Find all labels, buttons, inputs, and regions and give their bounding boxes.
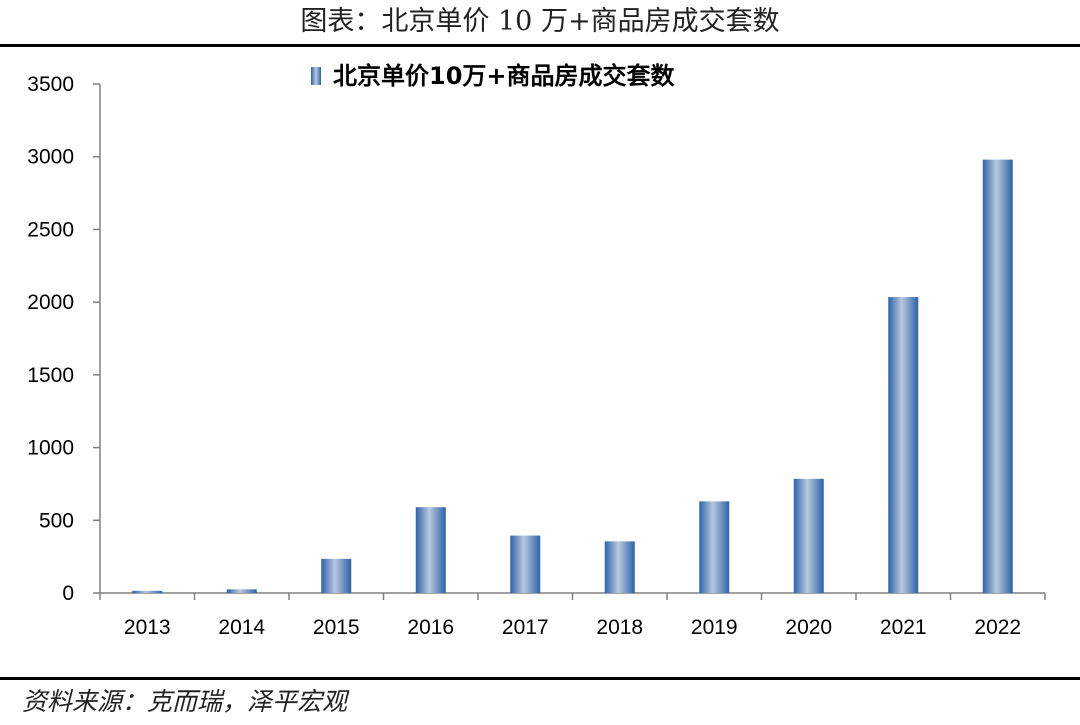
bar-2014 bbox=[226, 589, 257, 593]
x-tick-label: 2015 bbox=[313, 616, 360, 639]
x-tick-label: 2017 bbox=[502, 616, 549, 639]
x-axis: 2013 2014 2015 2016 2017 2018 2019 2020 2021 2022 bbox=[99, 592, 1046, 639]
bar-2015 bbox=[321, 558, 352, 593]
bars bbox=[132, 159, 1013, 593]
x-tick-label: 2018 bbox=[596, 616, 643, 639]
y-tick-label: 3000 bbox=[27, 146, 74, 169]
top-rule bbox=[0, 44, 1080, 47]
x-tick-label: 2021 bbox=[880, 616, 927, 639]
y-axis: 0 500 1000 1500 2000 2500 3000 3500 bbox=[27, 73, 101, 605]
x-tick-label: 2020 bbox=[785, 616, 832, 639]
y-tick-label: 1500 bbox=[27, 364, 74, 387]
y-tick-label: 500 bbox=[39, 509, 74, 532]
bottom-rule bbox=[0, 677, 1080, 680]
bar-2018 bbox=[604, 541, 635, 593]
y-tick-label: 3500 bbox=[27, 73, 74, 96]
figure-title: 图表：北京单价 10 万+商品房成交套数 bbox=[300, 6, 780, 37]
bar-2019 bbox=[699, 501, 730, 593]
source-note: 资料来源：克而瑞，泽平宏观 bbox=[22, 687, 348, 716]
x-tick-label: 2014 bbox=[218, 616, 265, 639]
x-tick-label: 2019 bbox=[691, 616, 738, 639]
legend-swatch bbox=[311, 67, 321, 85]
y-tick-label: 2500 bbox=[27, 218, 74, 241]
bar-2021 bbox=[888, 297, 919, 593]
bar-2022 bbox=[982, 159, 1013, 593]
x-tick-label: 2013 bbox=[124, 616, 171, 639]
x-tick-label: 2022 bbox=[974, 616, 1021, 639]
bar-2020 bbox=[793, 478, 824, 593]
y-tick-label: 2000 bbox=[27, 291, 74, 314]
bar-2017 bbox=[510, 535, 541, 593]
bar-2016 bbox=[415, 507, 446, 593]
legend: 北京单价10万+商品房成交套数 bbox=[311, 62, 676, 90]
bar-2013 bbox=[132, 590, 163, 593]
y-tick-label: 1000 bbox=[27, 437, 74, 460]
bar-chart: 北京单价10万+商品房成交套数 0 500 1000 1500 2000 2500 3000… bbox=[27, 62, 1046, 639]
y-tick-label: 0 bbox=[62, 582, 74, 605]
x-tick-label: 2016 bbox=[407, 616, 454, 639]
legend-label: 北京单价10万+商品房成交套数 bbox=[333, 62, 676, 90]
